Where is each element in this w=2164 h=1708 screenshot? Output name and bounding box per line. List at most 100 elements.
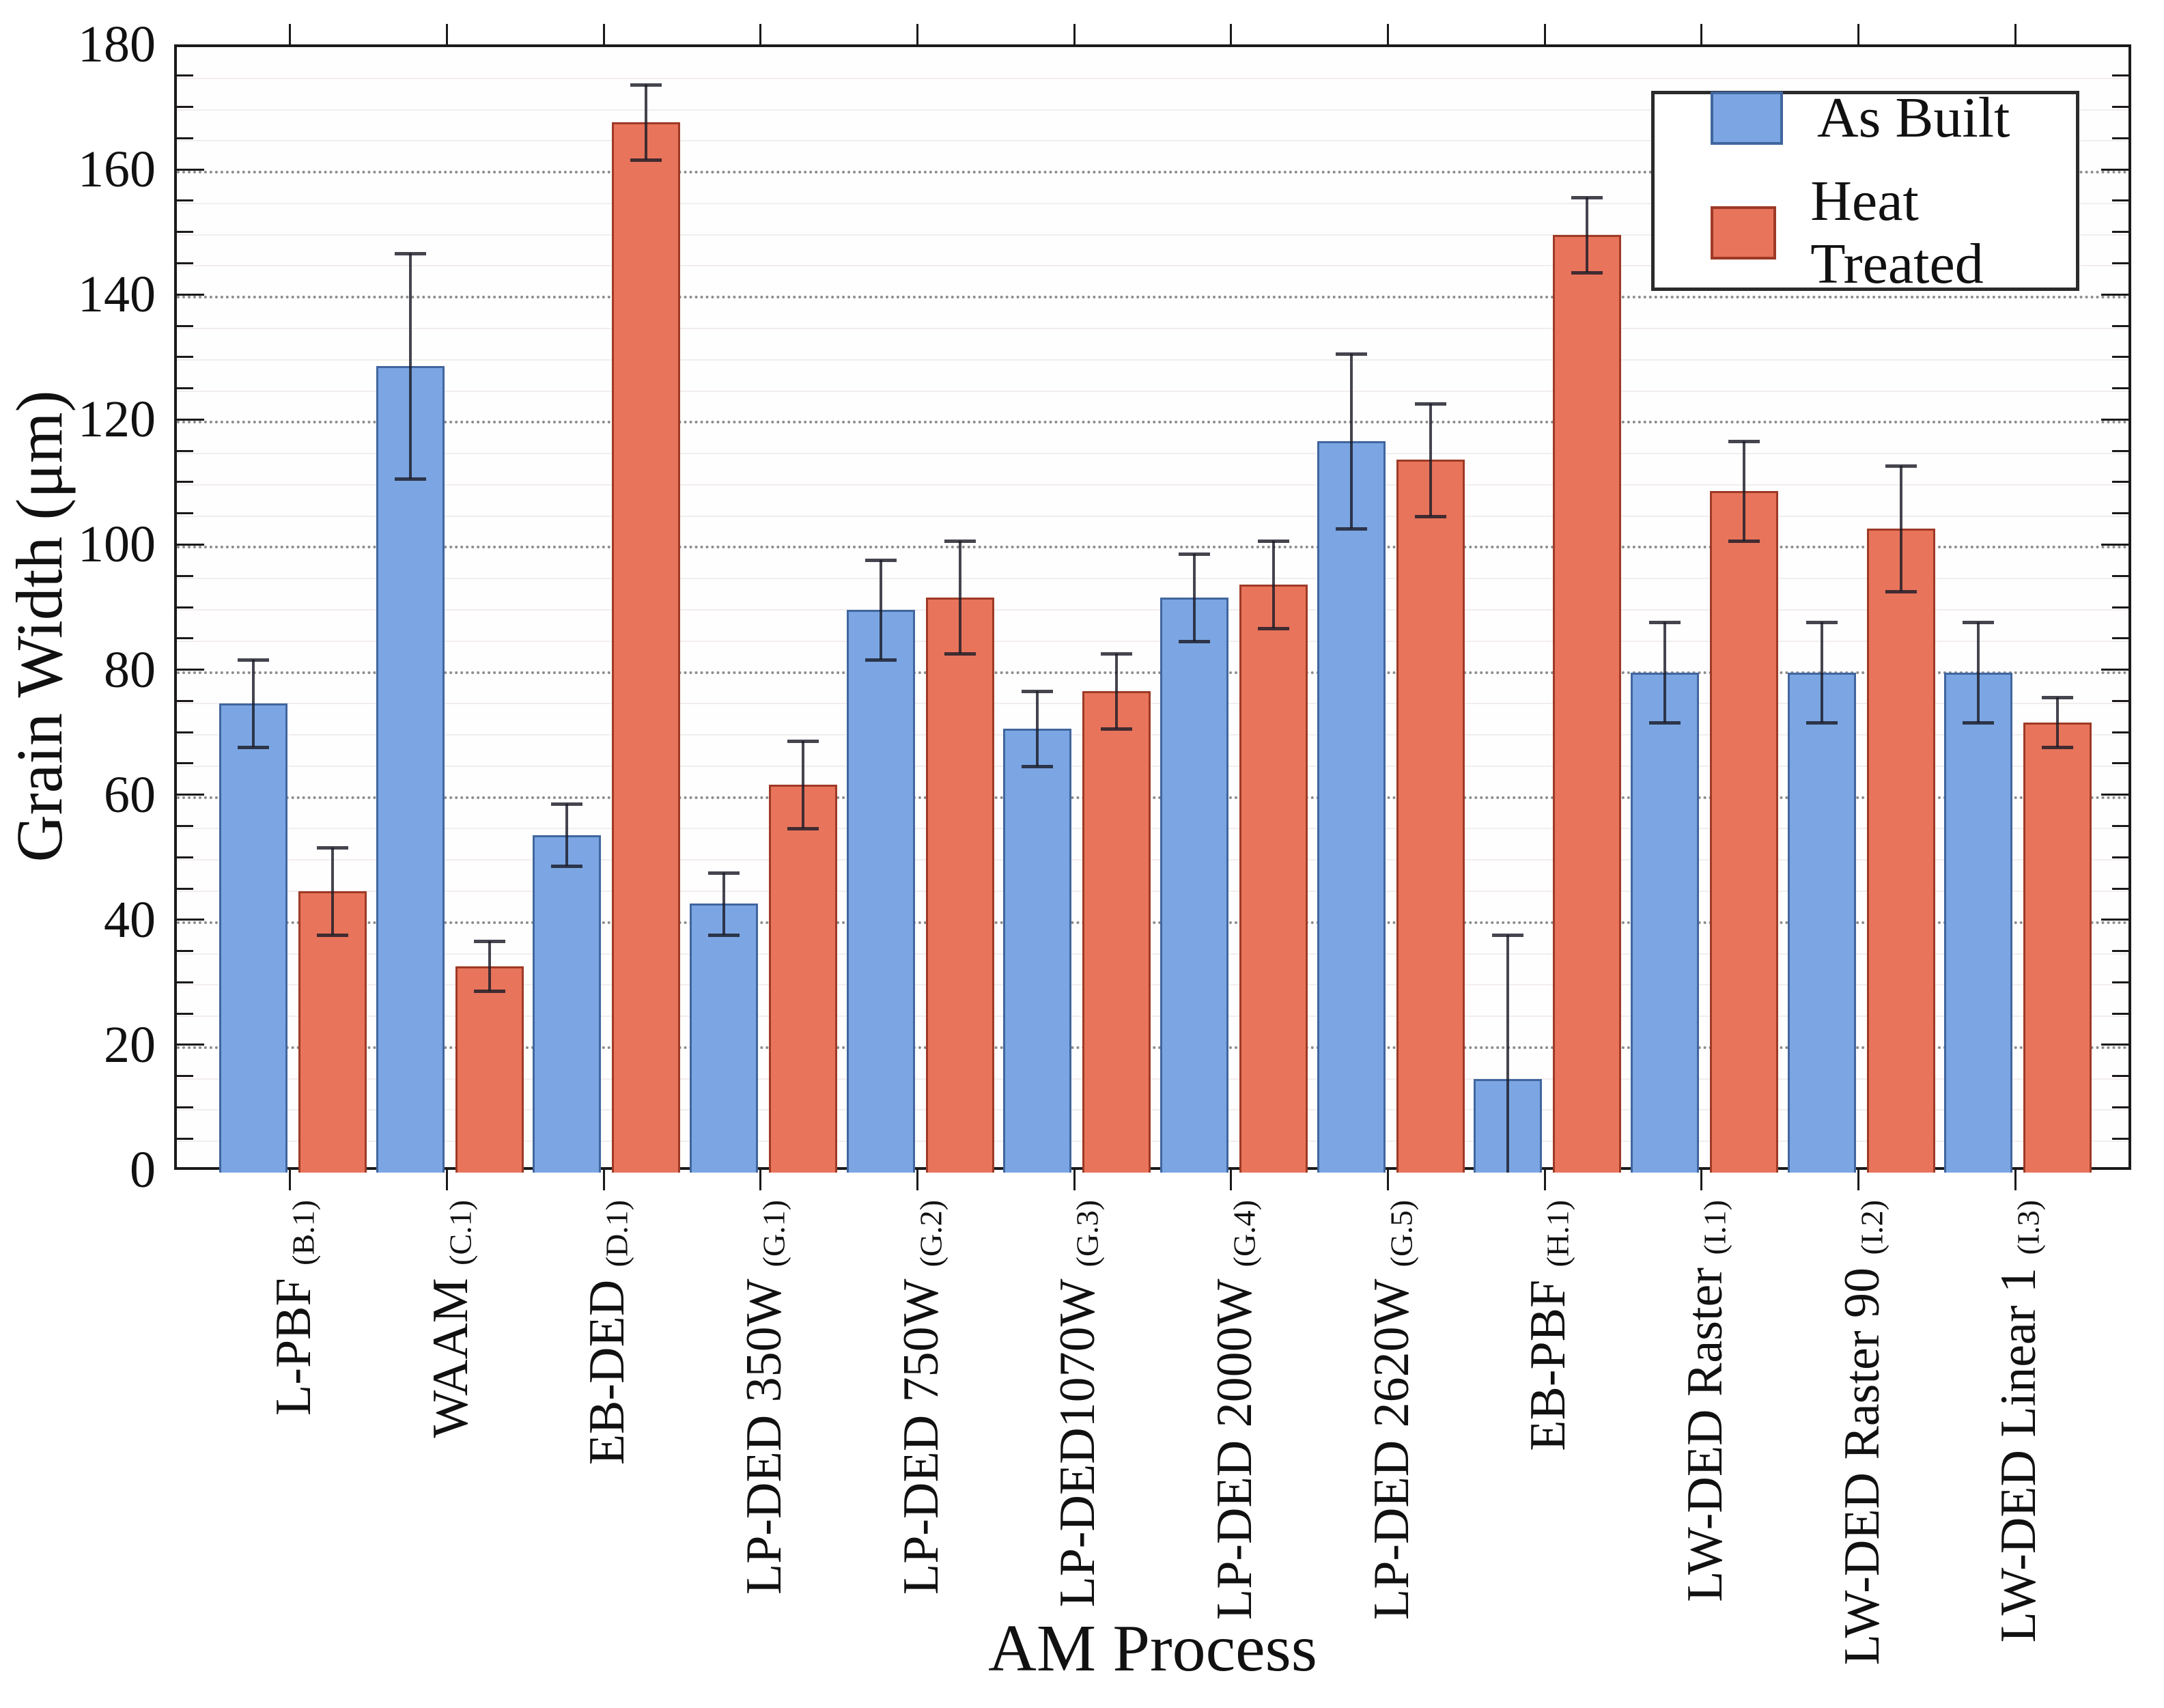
x-tick-bottom bbox=[602, 1170, 605, 1190]
y-tick-left bbox=[177, 1137, 193, 1140]
h-gridline-minor bbox=[177, 609, 2128, 611]
error-bar bbox=[1506, 935, 1510, 1173]
x-tick-top bbox=[1857, 24, 1859, 44]
h-gridline-minor bbox=[177, 891, 2128, 892]
y-tick-label: 20 bbox=[104, 1016, 156, 1074]
y-tick-left bbox=[177, 1012, 193, 1015]
h-gridline-minor bbox=[177, 828, 2128, 830]
error-bar bbox=[1349, 353, 1353, 529]
x-tick-bottom bbox=[2014, 1170, 2017, 1190]
h-gridline-minor bbox=[177, 359, 2128, 361]
error-bar bbox=[1115, 654, 1119, 729]
y-tick-left bbox=[177, 794, 204, 796]
error-bar-cap-top bbox=[1178, 552, 1210, 556]
legend-swatch-heat-treated bbox=[1711, 206, 1777, 260]
y-tick-right bbox=[2101, 418, 2128, 421]
y-tick-label: 60 bbox=[104, 766, 156, 824]
error-bar-cap-top bbox=[944, 540, 976, 544]
h-gridline-minor bbox=[177, 109, 2128, 111]
x-tick-bottom bbox=[1073, 1170, 1076, 1190]
x-tick-top bbox=[1543, 24, 1546, 44]
bar-heat-treated bbox=[1239, 585, 1308, 1173]
error-bar-cap-top bbox=[237, 658, 269, 662]
x-tick-bottom bbox=[916, 1170, 918, 1190]
bar-as-built bbox=[1003, 728, 1072, 1173]
y-tick-label: 80 bbox=[104, 641, 156, 699]
error-bar-cap-top bbox=[316, 845, 348, 850]
bar-heat-treated bbox=[298, 891, 367, 1173]
x-tick-top bbox=[759, 24, 762, 44]
x-category-label-code: (I.1) bbox=[1697, 1200, 1732, 1255]
error-bar-cap-bottom bbox=[1178, 639, 1210, 643]
error-bar-cap-bottom bbox=[316, 934, 348, 938]
y-tick-left bbox=[177, 168, 204, 171]
error-bar bbox=[2056, 697, 2060, 748]
x-category-label: LP-DED 2620W (G.5) bbox=[1361, 1200, 1433, 1620]
y-tick-left bbox=[177, 262, 193, 264]
x-category-label-text: LP-DED1070W bbox=[1050, 1267, 1106, 1608]
error-bar bbox=[1977, 622, 1980, 723]
y-tick-label: 100 bbox=[78, 516, 156, 574]
y-tick-right bbox=[2112, 324, 2128, 327]
y-tick-right bbox=[2112, 106, 2128, 109]
y-tick-left bbox=[177, 1044, 204, 1046]
y-tick-left bbox=[177, 512, 193, 515]
x-category-label-text: LP-DED 2000W bbox=[1206, 1267, 1263, 1620]
legend-label-as-built: As Built bbox=[1817, 85, 2010, 150]
h-gridline-minor bbox=[177, 734, 2128, 736]
y-tick-label: 180 bbox=[78, 16, 156, 73]
x-category-label: LP-DED 350W (G.1) bbox=[733, 1200, 805, 1595]
y-tick-left bbox=[177, 137, 193, 139]
bar-heat-treated bbox=[1709, 491, 1778, 1173]
x-category-label: LW-DED Raster 90 (I.2) bbox=[1831, 1200, 1903, 1665]
x-category-label: LP-DED 750W (G.2) bbox=[890, 1200, 962, 1595]
y-tick-right bbox=[2112, 137, 2128, 139]
y-tick-label: 0 bbox=[130, 1141, 156, 1199]
y-tick-left bbox=[177, 387, 193, 390]
error-bar-cap-bottom bbox=[551, 865, 583, 869]
x-category-label-code: (G.2) bbox=[913, 1200, 948, 1268]
error-bar-cap-bottom bbox=[707, 934, 740, 938]
error-bar bbox=[801, 741, 804, 829]
h-gridline-major bbox=[177, 1046, 2128, 1049]
x-category-label-code: (C.1) bbox=[442, 1200, 478, 1265]
error-bar-cap-bottom bbox=[1728, 540, 1760, 544]
h-gridline-minor bbox=[177, 578, 2128, 580]
x-tick-top bbox=[1230, 24, 1233, 44]
error-bar-cap-bottom bbox=[1648, 720, 1681, 725]
h-gridline-minor bbox=[177, 484, 2128, 486]
h-gridline-major bbox=[177, 421, 2128, 424]
error-bar-cap-top bbox=[1648, 621, 1681, 625]
y-tick-right bbox=[2101, 919, 2128, 921]
bar-heat-treated bbox=[1396, 460, 1465, 1173]
y-tick-right bbox=[2112, 981, 2128, 983]
y-tick-right bbox=[2101, 794, 2128, 796]
y-tick-right bbox=[2112, 512, 2128, 515]
error-bar bbox=[1742, 440, 1745, 542]
bar-heat-treated bbox=[925, 597, 994, 1173]
y-tick-right bbox=[2112, 699, 2128, 702]
error-bar-cap-bottom bbox=[1805, 720, 1838, 725]
x-tick-bottom bbox=[1857, 1170, 1859, 1190]
y-tick-left bbox=[177, 74, 193, 77]
x-category-label: LW-DED Raster (I.1) bbox=[1674, 1200, 1746, 1602]
y-tick-right bbox=[2101, 669, 2128, 671]
error-bar-cap-top bbox=[1022, 690, 1054, 694]
y-tick-left bbox=[177, 231, 193, 234]
bar-as-built bbox=[1944, 672, 2013, 1173]
error-bar-cap-top bbox=[1492, 934, 1524, 938]
error-bar-cap-top bbox=[551, 802, 583, 806]
y-tick-right bbox=[2112, 262, 2128, 264]
error-bar-cap-bottom bbox=[1022, 764, 1054, 768]
error-bar-cap-bottom bbox=[787, 827, 819, 831]
error-bar-cap-bottom bbox=[1257, 627, 1289, 631]
error-bar-cap-bottom bbox=[630, 158, 662, 162]
y-tick-right bbox=[2112, 887, 2128, 890]
x-tick-bottom bbox=[1387, 1170, 1389, 1190]
x-category-label: LP-DED 2000W (G.4) bbox=[1204, 1200, 1276, 1620]
error-bar bbox=[1429, 403, 1432, 516]
error-bar-cap-bottom bbox=[865, 658, 897, 662]
error-bar-cap-bottom bbox=[1101, 727, 1133, 731]
h-gridline-major bbox=[177, 671, 2128, 674]
y-tick-left bbox=[177, 887, 193, 890]
